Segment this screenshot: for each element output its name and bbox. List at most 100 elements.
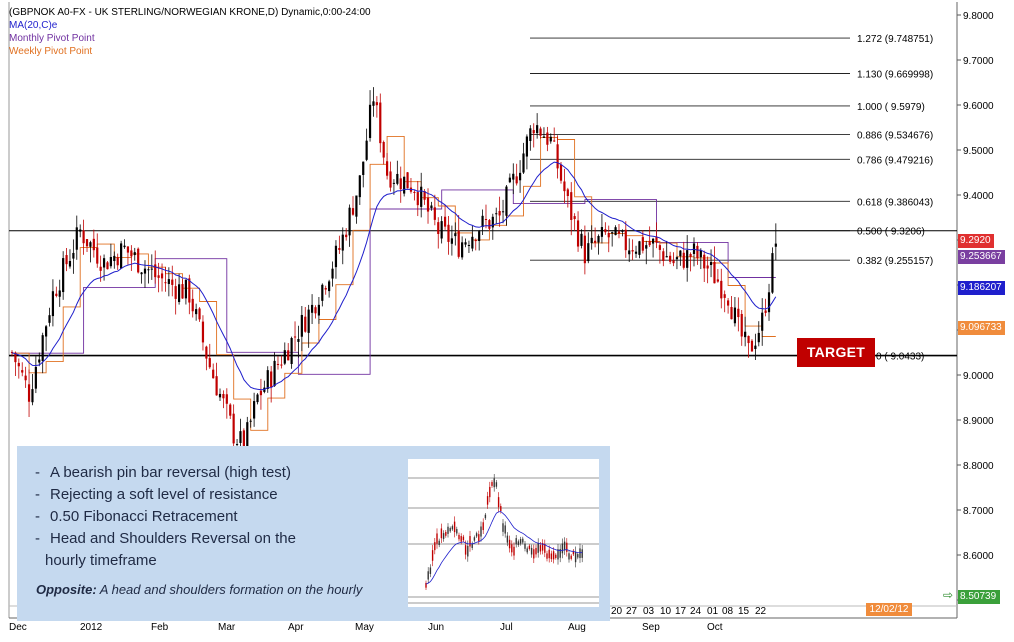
candle-body bbox=[559, 164, 563, 181]
candle-body bbox=[662, 251, 665, 261]
candle-body bbox=[624, 229, 627, 251]
candle-body bbox=[604, 229, 607, 233]
candle-body bbox=[614, 227, 617, 236]
x-day-label: 24 bbox=[690, 606, 702, 617]
candle-body bbox=[529, 128, 532, 141]
candle-body bbox=[27, 384, 31, 402]
candle-body bbox=[454, 233, 457, 237]
target-label: TARGET bbox=[797, 338, 875, 367]
candle-body bbox=[324, 288, 327, 290]
candle-body bbox=[583, 235, 586, 264]
x-day-label: 01 bbox=[707, 606, 719, 617]
y-tick-label: 9.7000 bbox=[963, 56, 994, 67]
candle-body bbox=[147, 269, 150, 271]
candle-body bbox=[764, 310, 767, 313]
inset-candle-body bbox=[504, 525, 506, 534]
candle-body bbox=[82, 230, 85, 244]
candle-body bbox=[171, 279, 174, 285]
candle-body bbox=[754, 345, 757, 350]
candle-body bbox=[420, 186, 423, 207]
candle-body bbox=[549, 136, 552, 142]
candle-body bbox=[314, 307, 317, 314]
candle-body bbox=[675, 257, 679, 260]
candle-body bbox=[239, 431, 242, 443]
candle-body bbox=[62, 258, 65, 293]
candle-body bbox=[716, 279, 719, 282]
fib-label: 1.272 (9.748751) bbox=[857, 34, 933, 45]
candle-body bbox=[133, 252, 136, 256]
candle-body bbox=[744, 331, 747, 338]
candle-body bbox=[518, 172, 522, 181]
candle-body bbox=[191, 298, 194, 312]
x-tick-label: Jun bbox=[428, 622, 444, 633]
inset-candle-body bbox=[574, 551, 577, 563]
candle-body bbox=[157, 275, 160, 278]
candle-body bbox=[484, 218, 488, 220]
inset-candle-body bbox=[561, 543, 564, 554]
candle-body bbox=[345, 234, 348, 238]
candle-body bbox=[730, 307, 733, 320]
inset-candle-body bbox=[440, 528, 443, 539]
candle-body bbox=[580, 233, 583, 246]
candle-body bbox=[723, 294, 726, 298]
candle-body bbox=[658, 245, 661, 250]
candle-body bbox=[328, 281, 331, 292]
candle-body bbox=[386, 161, 389, 176]
candle-body bbox=[522, 153, 525, 173]
candle-body bbox=[689, 254, 692, 257]
candle-body bbox=[525, 136, 529, 157]
candle-body bbox=[229, 404, 232, 416]
inset-candle-body bbox=[570, 555, 572, 559]
candle-body bbox=[34, 366, 37, 389]
candle-body bbox=[307, 309, 310, 333]
fib-label: 0.500 ( 9.3206) bbox=[857, 227, 925, 238]
inset-candle-body bbox=[462, 536, 465, 541]
candle-body bbox=[467, 244, 471, 246]
fib-label: 0.786 (9.479216) bbox=[857, 155, 933, 166]
inset-candle-body bbox=[577, 554, 579, 558]
candle-body bbox=[590, 237, 593, 244]
candle-body bbox=[58, 290, 61, 297]
candle-body bbox=[481, 215, 484, 228]
candle-body bbox=[222, 394, 225, 399]
inset-candle-body bbox=[548, 549, 550, 559]
inset-candle-body bbox=[555, 554, 557, 558]
candle-body bbox=[505, 186, 508, 216]
candle-body bbox=[126, 246, 130, 253]
candle-body bbox=[218, 393, 222, 398]
fibonacci-levels: 1.272 (9.748751) 1.130 (9.669998) 1.000 ( … bbox=[530, 34, 933, 363]
candle-body bbox=[154, 264, 157, 278]
list-item: -0.50 Fibonacci Retracement bbox=[35, 508, 238, 525]
inset-candle-body bbox=[429, 567, 432, 574]
legend-monthly-pivot: Monthly Pivot Point bbox=[9, 33, 95, 44]
candle-body bbox=[375, 102, 378, 106]
candle-body bbox=[65, 255, 68, 265]
candle-body bbox=[542, 136, 546, 138]
candle-body bbox=[273, 360, 276, 387]
inset-candle-body bbox=[458, 534, 460, 540]
inset-ma-line bbox=[425, 511, 583, 585]
candle-body bbox=[546, 132, 549, 145]
weekly-pivot-series bbox=[12, 135, 776, 431]
candle-body bbox=[539, 128, 542, 136]
inset-candle-body bbox=[447, 526, 449, 534]
inset-candle-body bbox=[541, 543, 544, 551]
candle-body bbox=[181, 284, 184, 299]
candle-body bbox=[362, 161, 365, 175]
candle-body bbox=[621, 230, 624, 232]
candle-body bbox=[686, 250, 689, 268]
candle-body bbox=[669, 255, 672, 262]
inset-candle-body bbox=[533, 549, 535, 559]
candle-body bbox=[225, 394, 228, 404]
candle-body bbox=[556, 144, 559, 169]
candle-body bbox=[355, 195, 358, 217]
candle-body bbox=[682, 252, 685, 268]
candle-body bbox=[212, 369, 215, 379]
candle-body bbox=[563, 181, 566, 192]
candle-body bbox=[177, 284, 181, 303]
candle-body bbox=[365, 140, 368, 160]
candle-body bbox=[761, 312, 764, 331]
candle-body bbox=[474, 239, 477, 242]
inset-candle-body bbox=[544, 544, 546, 553]
candle-body bbox=[443, 216, 447, 227]
